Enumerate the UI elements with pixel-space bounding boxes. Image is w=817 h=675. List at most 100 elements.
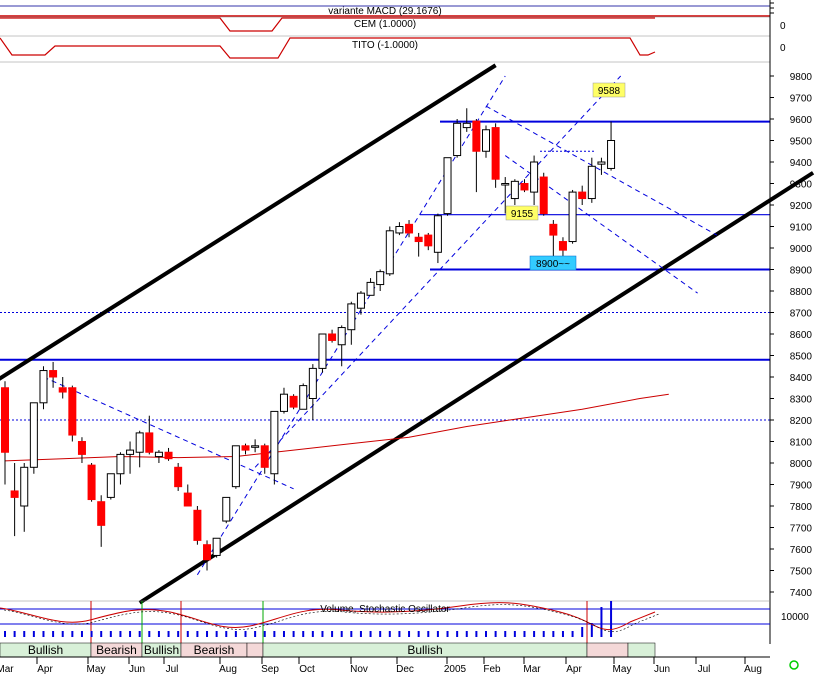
candle xyxy=(520,179,529,193)
candle xyxy=(68,385,77,442)
candle xyxy=(279,387,288,414)
cem-label: CEM (1.0000) xyxy=(354,19,416,30)
candle-body xyxy=(270,410,279,475)
candle-body xyxy=(116,453,125,475)
x-tick-label: Mar xyxy=(0,664,14,675)
trend-line xyxy=(254,75,622,468)
candle-body xyxy=(405,223,414,234)
band-bullish xyxy=(627,642,656,658)
candle xyxy=(318,333,327,373)
candle-body xyxy=(29,402,38,468)
band-rect xyxy=(246,642,264,658)
candle-body xyxy=(539,176,548,215)
candle xyxy=(443,157,452,216)
tito-scale: 0 xyxy=(780,43,786,54)
y-tick-label: 8100 xyxy=(790,438,813,449)
band-rect xyxy=(627,642,656,658)
candle xyxy=(126,441,135,474)
candle xyxy=(491,123,500,188)
candle xyxy=(77,437,86,463)
candle xyxy=(1,381,9,485)
volume-label: Volume, Stochastic Oscillator xyxy=(320,604,450,615)
band-label: Bullish xyxy=(28,643,63,657)
candle xyxy=(241,443,250,455)
y-tick-label: 8200 xyxy=(790,416,813,427)
band-bearish xyxy=(246,642,264,658)
candle xyxy=(414,232,423,257)
candle-body xyxy=(347,303,356,331)
x-tick-label: Mar xyxy=(523,664,541,675)
candle xyxy=(251,439,260,453)
candle xyxy=(356,291,365,315)
candle xyxy=(106,473,115,500)
x-tick-label: Jul xyxy=(698,664,711,675)
candle-body xyxy=(97,501,106,526)
candle-body xyxy=(501,183,510,186)
candle-body xyxy=(337,327,346,346)
label-resistance-box xyxy=(592,82,626,98)
candle xyxy=(607,121,616,171)
cem-panel: CEM (1.0000) 0 xyxy=(0,16,786,32)
band-rect xyxy=(586,642,629,658)
label-mid: 9155 xyxy=(505,205,539,221)
trend-line xyxy=(485,105,718,236)
candle-body xyxy=(251,445,260,448)
macd-label: variante MACD (29.1676) xyxy=(328,6,441,17)
trend-line xyxy=(0,63,497,381)
stochastic-signal xyxy=(3,604,660,632)
candle-body xyxy=(462,122,471,129)
candle-body xyxy=(491,127,500,180)
x-tick-label: Apr xyxy=(566,664,582,675)
candle-body xyxy=(222,496,231,522)
candle xyxy=(501,177,510,214)
tito-line xyxy=(0,37,656,59)
candle-body xyxy=(318,333,327,369)
candle xyxy=(395,222,404,236)
status-indicator[interactable] xyxy=(789,660,799,670)
candle xyxy=(183,484,192,507)
x-tick-label: Oct xyxy=(299,664,315,675)
candle-body xyxy=(279,393,288,412)
y-tick-label: 9000 xyxy=(790,244,813,255)
label-resistance-text: 9588 xyxy=(598,86,621,97)
trend-line xyxy=(43,376,294,490)
y-tick-label: 7700 xyxy=(790,524,813,535)
candle-body xyxy=(395,226,404,234)
label-support-text: 8900~~ xyxy=(536,259,570,270)
candle xyxy=(145,415,154,455)
x-tick-label: Aug xyxy=(744,664,762,675)
candle-body xyxy=(212,537,221,556)
y-tick-label: 8700 xyxy=(790,309,813,320)
candle xyxy=(231,445,240,489)
band-label: Bearish xyxy=(96,643,137,657)
candle-body xyxy=(241,445,250,451)
candle xyxy=(347,301,356,345)
candle xyxy=(164,447,173,461)
candle-body xyxy=(568,191,577,243)
volume-scale: 10000 xyxy=(781,612,809,623)
stochastic-line xyxy=(0,602,656,631)
candle-body xyxy=(578,191,587,200)
candle xyxy=(20,463,29,532)
candle-body xyxy=(308,367,317,399)
candle-body xyxy=(366,281,375,296)
candle-body xyxy=(424,234,433,247)
band-bullish: Bullish xyxy=(141,642,182,658)
candle-body xyxy=(530,161,539,193)
candle xyxy=(10,463,19,537)
y-tick-label: 8400 xyxy=(790,373,813,384)
x-tick-label: 2005 xyxy=(444,664,467,675)
band-bearish: Bearish xyxy=(180,642,248,658)
candle-body xyxy=(77,441,86,455)
candle xyxy=(376,269,385,291)
candle-body xyxy=(203,544,212,561)
label-resistance: 9588 xyxy=(592,82,626,98)
y-tick-label: 8900 xyxy=(790,266,813,277)
candle xyxy=(405,220,414,238)
y-tick-label: 8500 xyxy=(790,352,813,363)
candle xyxy=(597,157,606,175)
candle-body xyxy=(145,432,154,453)
candle-body xyxy=(126,449,135,455)
tito-label: TITO (-1.0000) xyxy=(352,40,418,51)
